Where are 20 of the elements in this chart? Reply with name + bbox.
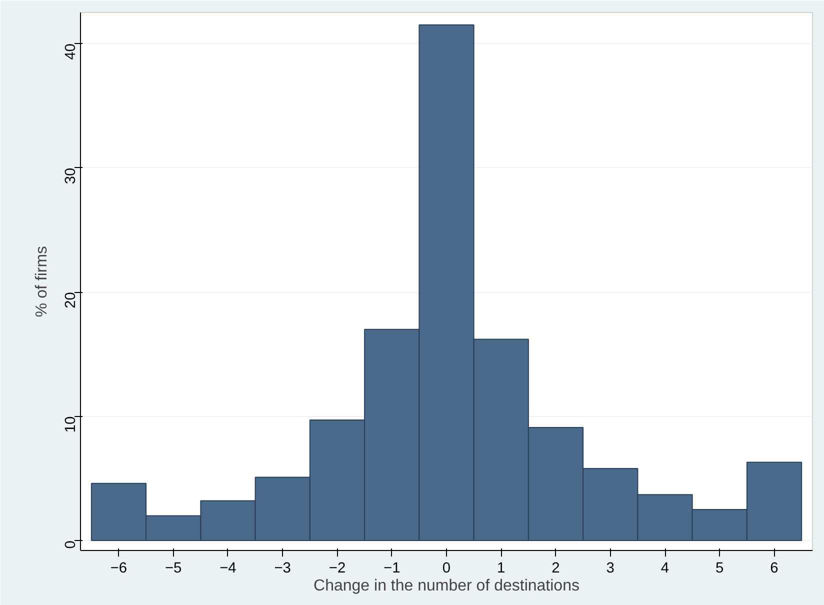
x-tick-label: 1 bbox=[497, 560, 506, 576]
x-tick-label: −4 bbox=[220, 560, 236, 576]
x-tick-label: 3 bbox=[606, 560, 614, 576]
y-tick-label: 40 bbox=[63, 44, 79, 60]
y-tick-label: 20 bbox=[63, 292, 79, 308]
x-tick-label: −2 bbox=[328, 560, 346, 576]
x-tick-label: −3 bbox=[274, 560, 291, 576]
x-tick-label: −5 bbox=[165, 560, 182, 576]
x-tick-label: −1 bbox=[384, 560, 400, 576]
y-axis-title: % of firms bbox=[34, 246, 50, 318]
x-tick-label: 2 bbox=[552, 560, 560, 576]
y-tick-label: 10 bbox=[63, 416, 79, 433]
x-tick-label: 4 bbox=[660, 560, 670, 576]
y-tick-label: 30 bbox=[63, 168, 79, 184]
x-tick-label: −6 bbox=[110, 560, 128, 576]
y-tick-label: 0 bbox=[63, 540, 79, 549]
x-tick-label: 0 bbox=[442, 560, 451, 576]
x-tick-label: 5 bbox=[716, 560, 724, 576]
x-axis-title: Change in the number of destinations bbox=[314, 578, 580, 594]
x-tick-label: 6 bbox=[770, 560, 778, 576]
